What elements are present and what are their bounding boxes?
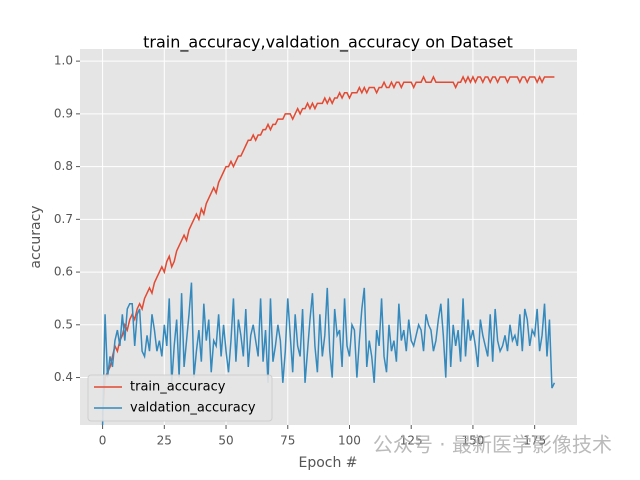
series-line bbox=[101, 75, 555, 415]
x-tick-label: 100 bbox=[338, 434, 361, 448]
lines bbox=[101, 75, 556, 426]
x-tick-label: 125 bbox=[400, 434, 423, 448]
legend: train_accuracy valdation_accuracy bbox=[87, 374, 273, 422]
y-tick-label: 0.5 bbox=[54, 317, 73, 331]
y-tick-label: 0.6 bbox=[54, 265, 73, 279]
ticks: 0.4 0.5 0.6 0.7 0.8 0.9 1.0 0 25 50 75 100 125 150 175 bbox=[54, 54, 546, 448]
series-line bbox=[101, 282, 556, 426]
x-tick-label: 0 bbox=[99, 434, 107, 448]
y-tick-label: 0.7 bbox=[54, 212, 73, 226]
watermark: 公众号 · 最新医学影像技术 bbox=[373, 433, 612, 457]
chart-title: train_accuracy,valdation_accuracy on Dat… bbox=[143, 33, 513, 53]
y-axis-label: accuracy bbox=[28, 205, 44, 268]
grid bbox=[80, 49, 577, 425]
legend-box bbox=[87, 374, 273, 422]
x-tick-label: 50 bbox=[218, 434, 233, 448]
y-tick-label: 0.9 bbox=[54, 106, 73, 120]
x-tick-label: 75 bbox=[280, 434, 295, 448]
x-tick-label: 150 bbox=[461, 434, 484, 448]
y-tick-label: 0.4 bbox=[54, 370, 73, 384]
x-axis-label: Epoch # bbox=[298, 455, 357, 471]
legend-label: valdation_accuracy bbox=[130, 401, 256, 416]
y-tick-label: 1.0 bbox=[54, 54, 73, 68]
y-tick-label: 0.8 bbox=[54, 159, 73, 173]
x-tick-label: 175 bbox=[523, 434, 546, 448]
x-tick-label: 25 bbox=[157, 434, 172, 448]
plot-background bbox=[80, 49, 577, 425]
legend-label: train_accuracy bbox=[130, 380, 226, 395]
